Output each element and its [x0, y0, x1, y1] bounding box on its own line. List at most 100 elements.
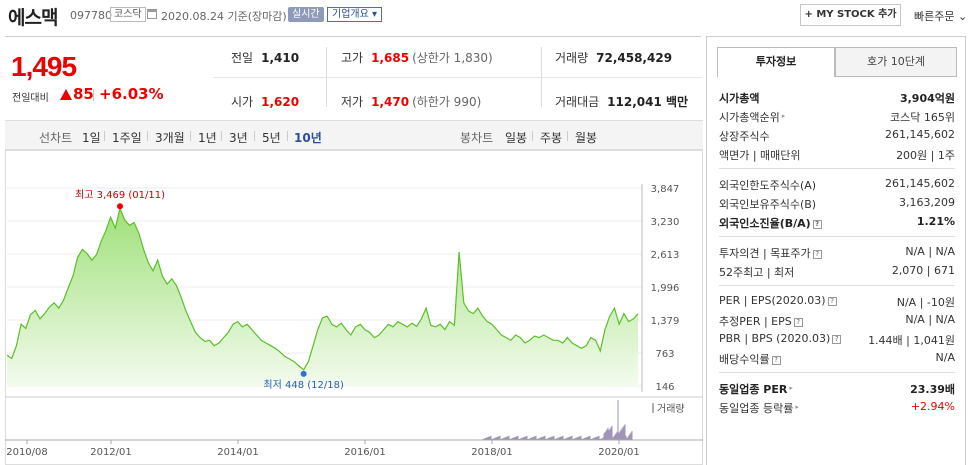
info-value: 코스닥 165위 — [890, 111, 955, 124]
help-icon[interactable]: ? — [812, 220, 822, 229]
info-value: 1.44배 | 1,041원 — [868, 334, 955, 347]
period-1d[interactable]: 1일 — [82, 131, 101, 145]
info-value: 261,145,602 — [885, 177, 955, 190]
candle-daily[interactable]: 일봉 — [505, 131, 528, 145]
info-value: 23.39배 — [910, 383, 955, 396]
candle-chart-label: 봉차트 — [460, 131, 494, 145]
info-label: PER | EPS(2020.03)? — [719, 294, 837, 307]
info-value: 1.21% — [916, 215, 955, 228]
period-10y[interactable]: 10년 — [294, 131, 322, 145]
divider — [532, 131, 533, 141]
info-row: PBR | BPS (2020.03)? 1.44배 | 1,041원 — [719, 329, 955, 348]
info-label: 시가총액 — [719, 92, 760, 105]
info-value: N/A | N/A — [905, 313, 955, 326]
high-marker — [117, 203, 124, 210]
expand-arrow-icon[interactable]: ▸ — [781, 112, 786, 120]
quote-date: 2020.08.24 기준(장마감) — [161, 10, 287, 23]
divider — [221, 131, 222, 141]
x-tick-label: 2016/01 — [344, 447, 386, 458]
info-row: 동일업종 PER ▸ 23.39배 — [719, 378, 955, 397]
period-5y[interactable]: 5년 — [262, 131, 281, 145]
divider — [93, 89, 94, 101]
info-value: 261,145,602 — [885, 128, 955, 141]
market-badge: 코스닥 — [110, 7, 146, 22]
period-3m[interactable]: 3개월 — [155, 131, 185, 145]
divider — [719, 372, 955, 373]
help-icon[interactable]: ? — [812, 250, 822, 259]
info-row: 시가총액순위 ▸ 코스닥 165위 — [719, 106, 955, 125]
info-row: 추정PER | EPS? N/A | N/A — [719, 310, 955, 329]
expand-arrow-icon[interactable]: ▸ — [789, 384, 793, 392]
info-label: 추정PER | EPS? — [719, 313, 803, 329]
tab-investment-info[interactable]: 투자정보 — [717, 47, 835, 77]
quick-order-button[interactable]: 빠른주문 ⌄ — [914, 10, 968, 23]
day-low: 저가 1,470 (하한가 990) — [341, 95, 482, 109]
y-tick-label: 3,847 — [651, 184, 680, 195]
day-high: 고가 1,685 (상한가 1,830) — [341, 51, 493, 65]
divider — [213, 77, 701, 78]
info-label: 액면가 | 매매단위 — [719, 149, 801, 162]
info-value: N/A | N/A — [905, 245, 955, 258]
info-label: PBR | BPS (2020.03)? — [719, 332, 842, 345]
quote-grid: 전일 1,410 고가 1,685 (상한가 1,830) 거래량 72,458,429… — [213, 36, 701, 116]
high-annotation: 최고 3,469 (01/11) — [75, 189, 165, 201]
price-chart[interactable]: 3,847 3,230 2,613 1,996 1,379 763 146 최고 3,469 … — [5, 150, 703, 465]
price-line — [6, 206, 639, 371]
divider — [719, 236, 955, 237]
info-label: 투자의견 | 목표주가? — [719, 245, 822, 261]
stock-code: 097780 — [70, 9, 112, 22]
info-value: N/A | -10원 — [896, 296, 955, 309]
info-row: 액면가 | 매매단위 200원 | 1주 — [719, 144, 955, 163]
info-row: 동일업종 등락률 ▸ +2.94% — [719, 397, 955, 416]
current-price: 1,495 — [11, 51, 77, 82]
y-tick-label: 146 — [655, 382, 674, 393]
x-tick-label: 2012/01 — [90, 447, 132, 458]
tab-orderbook[interactable]: 호가 10단계 — [835, 47, 957, 77]
volume: 거래량 72,458,429 — [555, 51, 673, 65]
info-row: 52주최고 | 최저 2,070 | 671 — [719, 261, 955, 280]
period-3y[interactable]: 3년 — [229, 131, 248, 145]
x-tick-label: 2014/01 — [217, 447, 259, 458]
info-row: 시가총액 3,904억원 — [719, 87, 955, 106]
candle-monthly[interactable]: 월봉 — [575, 131, 598, 145]
info-value: 3,904억원 — [899, 92, 955, 105]
info-row: 투자의견 | 목표주가? N/A | N/A — [719, 242, 955, 261]
stock-header: 에스맥 097780 코스닥 2020.08.24 기준(장마감) 실시간 기업… — [0, 0, 972, 30]
price-chart-svg: 3,847 3,230 2,613 1,996 1,379 763 146 최고 3,469 … — [5, 150, 703, 465]
help-icon[interactable]: ? — [827, 297, 837, 306]
info-label: 배당수익률? — [719, 351, 781, 367]
investment-table: 시가총액 3,904억원 시가총액순위 ▸ 코스닥 165위 상장주식수 261,145,6… — [719, 87, 955, 416]
add-mystock-button[interactable]: + MY STOCK 추가 — [800, 4, 901, 26]
divider — [287, 131, 288, 141]
period-1w[interactable]: 1주일 — [112, 131, 142, 145]
divider — [567, 131, 568, 141]
x-tick-label: 2018/01 — [471, 447, 513, 458]
y-tick-label: 763 — [655, 349, 674, 360]
price-change: 85 — [73, 85, 94, 103]
company-overview-button[interactable]: 기업개요 ▾ — [327, 7, 382, 22]
y-tick-label: 2,613 — [651, 250, 680, 261]
info-row: 배당수익률? N/A — [719, 348, 955, 367]
info-label: 외국인보유주식수(B) — [719, 198, 817, 211]
expand-arrow-icon[interactable]: ▸ — [795, 403, 799, 411]
day-open: 시가 1,620 — [231, 95, 300, 109]
price-summary: 1,495 전일대비 85 +6.03% — [5, 36, 213, 116]
line-chart-label: 선차트 — [39, 131, 73, 145]
realtime-badge[interactable]: 실시간 — [288, 7, 324, 22]
divider — [719, 285, 955, 286]
volume-label: 거래량 — [657, 403, 685, 415]
investment-info-panel: 투자정보 호가 10단계 시가총액 3,904억원 시가총액순위 ▸ 코스닥 165위 상… — [706, 36, 966, 465]
prev-close: 전일 1,410 — [231, 51, 300, 65]
help-icon[interactable]: ? — [771, 356, 781, 365]
chart-period-bar: 선차트 1일 1주일 3개월 1년 3년 5년 10년 봉차트 일봉 주봉 월봉 — [5, 120, 703, 150]
help-icon[interactable]: ? — [832, 335, 842, 344]
price-change-percent: +6.03% — [99, 85, 164, 103]
info-label: 상장주식수 — [719, 130, 770, 143]
y-tick-label: 1,379 — [651, 316, 680, 327]
y-tick-label: 3,230 — [651, 217, 680, 228]
period-1y[interactable]: 1년 — [198, 131, 217, 145]
info-label: 동일업종 등락률 ▸ — [719, 402, 799, 415]
help-icon[interactable]: ? — [793, 318, 803, 327]
candle-weekly[interactable]: 주봉 — [540, 131, 563, 145]
info-value: 3,163,209 — [899, 196, 955, 209]
